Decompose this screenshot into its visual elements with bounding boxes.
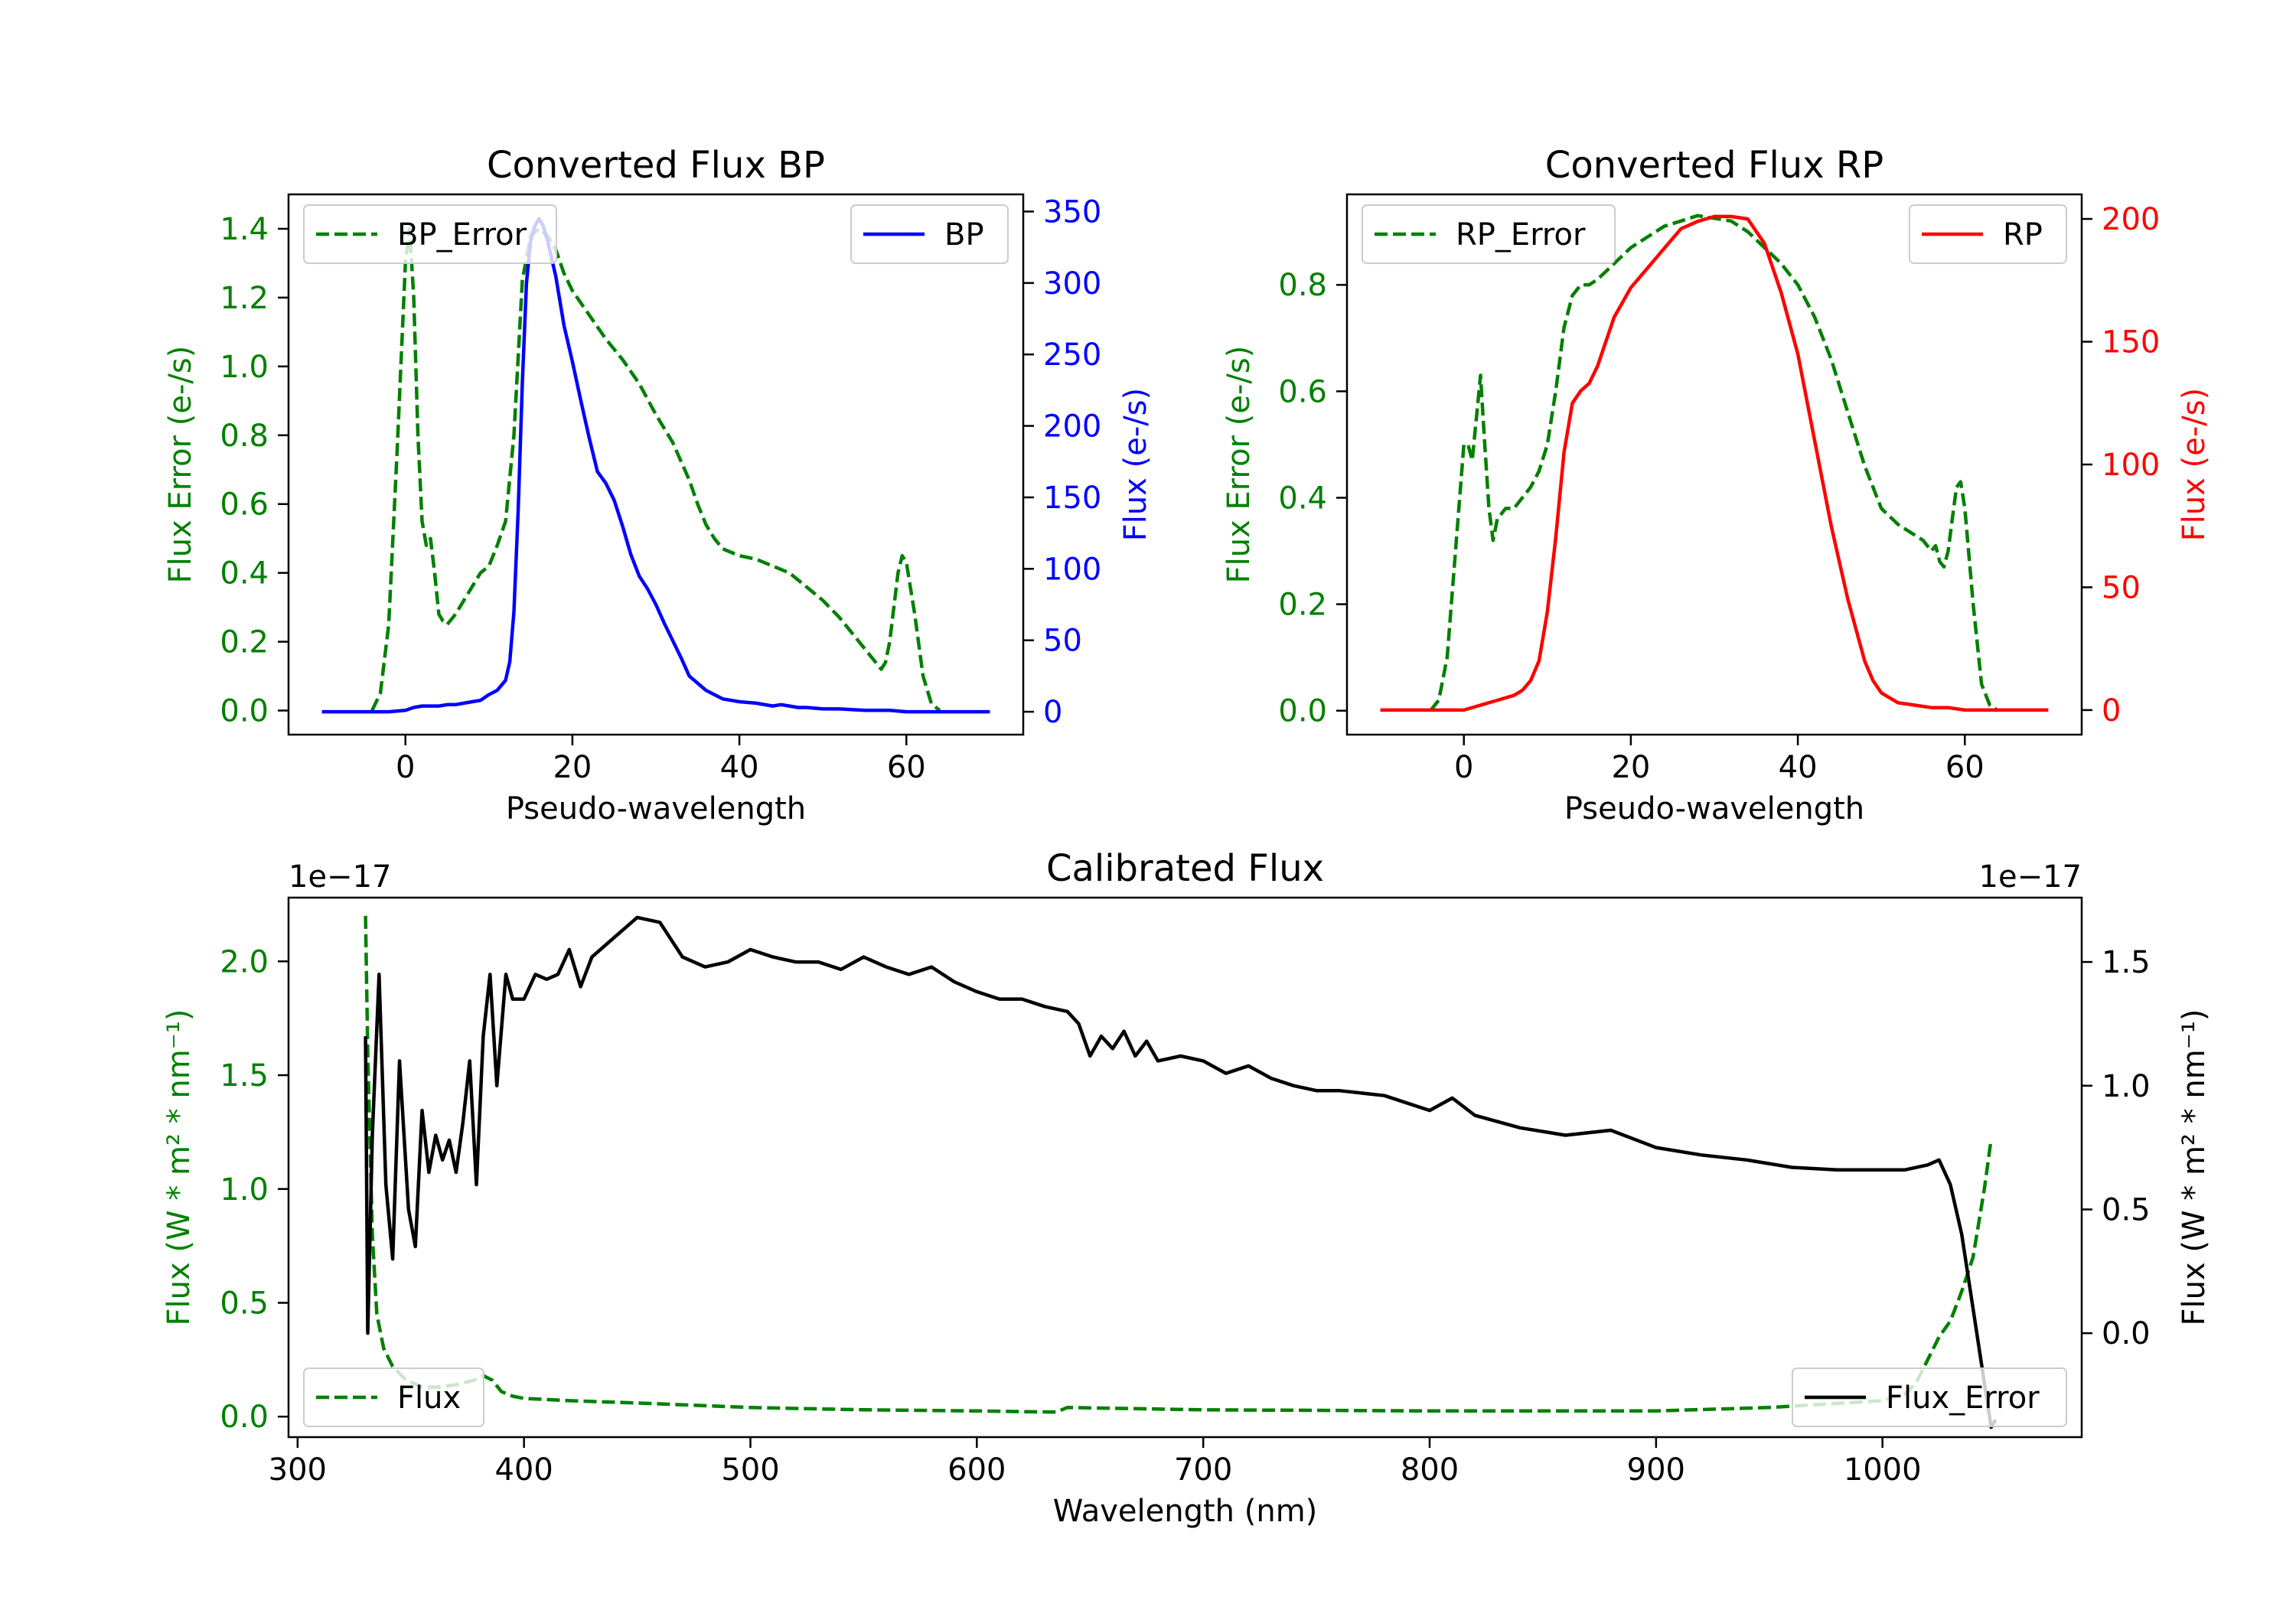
y-right-tick-label: 350 xyxy=(1043,194,1101,230)
legend-label: BP xyxy=(944,217,984,253)
legend-right: Flux_Error xyxy=(1792,1367,2067,1427)
legend-label: Flux_Error xyxy=(1886,1380,2040,1416)
y-right-tick-label: 0.0 xyxy=(2102,1316,2151,1351)
y-right-tick-label: 100 xyxy=(2102,448,2160,483)
x-tick-label: 1000 xyxy=(1844,1452,1922,1488)
y-right-tick-label: 150 xyxy=(1043,481,1101,516)
y-right-tick-label: 200 xyxy=(1043,409,1101,445)
x-tick-label: 800 xyxy=(1401,1452,1459,1488)
series-line-flux xyxy=(364,915,1998,1429)
legend-left: BP_Error xyxy=(303,204,557,264)
x-tick-label: 60 xyxy=(1945,750,1985,785)
x-axis-label: Wavelength (nm) xyxy=(1053,1494,1318,1529)
y-right-tick-label: 150 xyxy=(2102,325,2160,360)
x-tick-label: 20 xyxy=(553,750,592,785)
legend-label: RP xyxy=(2003,217,2043,253)
legend-box xyxy=(1362,204,1616,264)
y-left-tick-label: 0.0 xyxy=(220,694,269,729)
calibrated-flux-chart: 300 400 500 600 700 800 900 1000 0.0 0.5 1.0 1.5 2.0… xyxy=(161,847,2212,1529)
x-tick-label: 500 xyxy=(721,1452,779,1488)
y-right-tick-label: 1.0 xyxy=(2102,1069,2151,1104)
y-right-tick-label: 50 xyxy=(1043,624,1082,659)
series-line-rp-error xyxy=(1429,214,2000,712)
y-left-axis-label: Flux (W * m² * nm⁻¹) xyxy=(161,1009,197,1326)
chart-title: Converted Flux BP xyxy=(487,144,825,187)
y-left-tick-label: 0.2 xyxy=(1278,588,1327,623)
y-right-tick-label: 200 xyxy=(2102,202,2160,237)
series-line-bp-error xyxy=(370,227,941,712)
legend-box xyxy=(303,204,557,264)
x-tick-label: 700 xyxy=(1174,1452,1232,1488)
y-left-tick-label: 1.5 xyxy=(220,1058,269,1094)
y-right-offset-label: 1e−17 xyxy=(1979,859,2082,895)
legend-box xyxy=(850,204,1009,264)
y-left-tick-label: 0.0 xyxy=(1278,694,1327,729)
x-tick-label: 300 xyxy=(269,1452,327,1488)
bp-chart: 0 20 40 60 0.0 0.2 0.4 0.6 0.8 1.0 1.2 1.4 0 50 100 150… xyxy=(163,144,1153,826)
legend-box xyxy=(1792,1367,2067,1427)
y-left-tick-label: 1.4 xyxy=(220,212,269,247)
y-left-tick-label: 0.8 xyxy=(1278,268,1327,303)
y-right-axis-label: Flux (e-/s) xyxy=(2177,388,2212,541)
y-right-tick-label: 100 xyxy=(1043,552,1101,587)
series-line-rp xyxy=(1380,214,2049,712)
series-line-bp xyxy=(321,217,990,714)
y-left-tick-label: 0.8 xyxy=(220,419,269,454)
x-tick-label: 0 xyxy=(1454,750,1473,785)
y-right-tick-label: 1.5 xyxy=(2102,945,2151,980)
series-line-flux-error xyxy=(364,915,1993,1414)
axes-frame xyxy=(287,193,1025,736)
legend-left: RP_Error xyxy=(1362,204,1616,264)
y-left-tick-label: 0.6 xyxy=(220,487,269,523)
y-right-tick-label: 0 xyxy=(2102,693,2121,729)
legend-right: BP xyxy=(850,204,1009,264)
y-left-tick-label: 2.0 xyxy=(220,944,269,980)
y-right-axis-label: Flux (e-/s) xyxy=(1118,388,1153,541)
y-right-tick-label: 250 xyxy=(1043,337,1101,373)
legend-label: Flux xyxy=(397,1380,461,1416)
x-axis-label: Pseudo-wavelength xyxy=(1564,791,1864,826)
y-left-offset-label: 1e−17 xyxy=(289,859,391,895)
y-right-axis-label: Flux (W * m² * nm⁻¹) xyxy=(2177,1009,2212,1326)
legend-box xyxy=(1909,204,2067,264)
legend-label: RP_Error xyxy=(1456,217,1586,253)
y-left-tick-label: 0.2 xyxy=(220,625,269,660)
y-right-tick-label: 0.5 xyxy=(2102,1192,2151,1227)
x-tick-label: 60 xyxy=(887,750,926,785)
y-left-tick-label: 0.0 xyxy=(220,1400,269,1435)
axes-frame xyxy=(287,896,2083,1439)
x-tick-label: 600 xyxy=(947,1452,1006,1488)
legend-box xyxy=(303,1367,484,1427)
x-tick-label: 20 xyxy=(1611,750,1650,785)
y-right-tick-label: 50 xyxy=(2102,570,2141,605)
y-left-tick-label: 1.0 xyxy=(220,1172,269,1208)
x-axis-label: Pseudo-wavelength xyxy=(506,791,806,826)
x-tick-label: 40 xyxy=(720,750,759,785)
y-left-tick-label: 0.5 xyxy=(220,1286,269,1321)
y-left-tick-label: 1.2 xyxy=(220,281,269,316)
legend-right: RP xyxy=(1909,204,2067,264)
y-left-axis-label: Flux Error (e-/s) xyxy=(163,346,198,584)
x-tick-label: 900 xyxy=(1627,1452,1685,1488)
y-left-axis-label: Flux Error (e-/s) xyxy=(1221,346,1257,584)
y-left-tick-label: 0.4 xyxy=(220,556,269,592)
legend-left: Flux xyxy=(303,1367,484,1427)
y-left-tick-label: 0.6 xyxy=(1278,374,1327,409)
legend-label: BP_Error xyxy=(397,217,527,253)
chart-title: Calibrated Flux xyxy=(1046,847,1324,890)
y-right-tick-label: 300 xyxy=(1043,266,1101,302)
y-right-tick-label: 0 xyxy=(1043,695,1062,730)
chart-title: Converted Flux RP xyxy=(1545,144,1883,187)
y-left-tick-label: 1.0 xyxy=(220,350,269,385)
y-left-tick-label: 0.4 xyxy=(1278,481,1327,516)
x-tick-label: 400 xyxy=(494,1452,553,1488)
x-tick-label: 0 xyxy=(396,750,415,785)
x-tick-label: 40 xyxy=(1779,750,1818,785)
rp-chart: 0 20 40 60 0.0 0.2 0.4 0.6 0.8 0 50 100 150 200 Conver… xyxy=(1221,144,2212,826)
